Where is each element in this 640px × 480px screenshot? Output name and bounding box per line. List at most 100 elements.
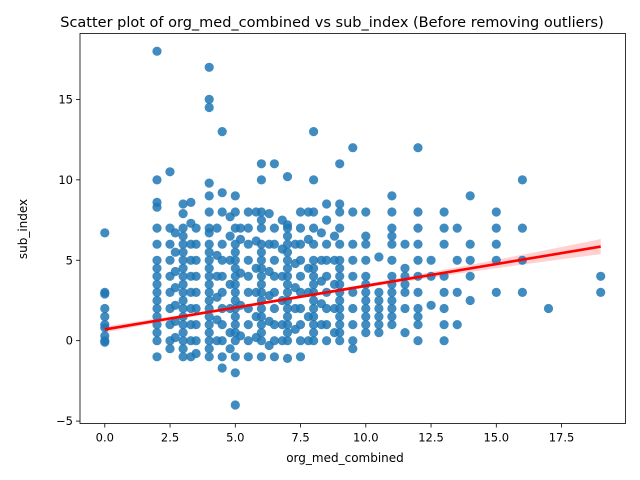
x-tick-label: 17.5 (549, 431, 575, 445)
data-point (387, 295, 397, 306)
data-point (309, 207, 319, 217)
data-point (282, 320, 293, 330)
data-point (152, 295, 162, 306)
data-point (348, 239, 358, 249)
data-point (191, 223, 201, 233)
data-point (178, 328, 188, 338)
data-point (322, 303, 332, 314)
data-point (217, 352, 227, 362)
data-point (165, 255, 175, 265)
data-point (282, 271, 293, 281)
data-point (295, 287, 306, 297)
data-point (256, 279, 266, 289)
data-point (322, 199, 332, 209)
data-point (217, 271, 227, 281)
data-point (100, 337, 110, 347)
x-tick-label: 12.5 (418, 431, 444, 445)
data-point (282, 239, 293, 249)
data-point (256, 239, 266, 249)
data-point (243, 271, 253, 281)
data-point (204, 336, 214, 346)
data-point (387, 312, 397, 322)
data-point (361, 239, 371, 249)
data-point (152, 352, 162, 362)
data-point (178, 320, 188, 330)
data-point (170, 283, 180, 293)
data-point (100, 312, 110, 322)
data-point (387, 287, 397, 297)
data-point (204, 271, 214, 281)
data-point (329, 231, 340, 241)
data-point (413, 287, 423, 297)
data-point (316, 228, 326, 238)
data-point (387, 255, 397, 265)
data-point (243, 352, 253, 362)
data-point (204, 279, 214, 289)
data-point (465, 295, 475, 306)
data-point (256, 215, 266, 225)
plot-frame (79, 33, 626, 424)
data-point (178, 199, 188, 209)
data-point (439, 207, 449, 217)
data-point (152, 328, 162, 338)
x-tick-label: 7.5 (291, 431, 309, 445)
data-point (413, 312, 423, 322)
data-point (100, 289, 110, 299)
data-point (204, 263, 214, 273)
data-point (152, 312, 162, 322)
data-point (387, 320, 397, 330)
data-point (348, 320, 358, 330)
data-point (217, 188, 227, 198)
data-point (204, 295, 214, 306)
data-point (186, 197, 196, 207)
data-point (309, 336, 319, 346)
data-point (322, 271, 332, 281)
y-axis-label: sub_index (16, 199, 30, 259)
data-point (309, 263, 319, 273)
data-point (170, 300, 180, 310)
data-point (348, 255, 358, 265)
data-point (191, 303, 201, 314)
data-point (235, 234, 246, 244)
data-point (230, 352, 240, 362)
data-point (335, 207, 345, 217)
data-point (335, 328, 345, 338)
data-point (152, 279, 162, 289)
data-point (348, 271, 358, 281)
data-point (413, 336, 423, 346)
data-point (465, 239, 475, 249)
data-point (191, 255, 201, 265)
data-point (152, 303, 162, 314)
data-point (217, 239, 227, 249)
y-tick-label: 0 (66, 334, 73, 348)
data-point (204, 102, 214, 113)
data-point (217, 287, 227, 297)
data-point (230, 287, 240, 297)
data-point (178, 344, 188, 354)
data-point (361, 271, 371, 281)
data-point (322, 255, 332, 265)
data-point (413, 223, 423, 233)
data-point (165, 344, 175, 354)
data-point (243, 239, 253, 249)
data-point (374, 312, 384, 322)
data-point (217, 127, 227, 137)
data-point (387, 271, 397, 281)
data-point (348, 303, 358, 314)
data-point (230, 191, 240, 201)
data-point (282, 328, 293, 338)
data-point (178, 209, 188, 219)
data-point (230, 400, 240, 410)
data-point (413, 255, 423, 265)
data-point (426, 255, 436, 265)
data-point (517, 223, 528, 233)
data-point (204, 239, 214, 249)
data-point (204, 352, 214, 362)
data-point (269, 352, 279, 362)
data-point (204, 328, 214, 338)
data-point (191, 239, 201, 249)
data-point (178, 231, 188, 241)
data-point (264, 209, 274, 219)
data-point (361, 312, 371, 322)
